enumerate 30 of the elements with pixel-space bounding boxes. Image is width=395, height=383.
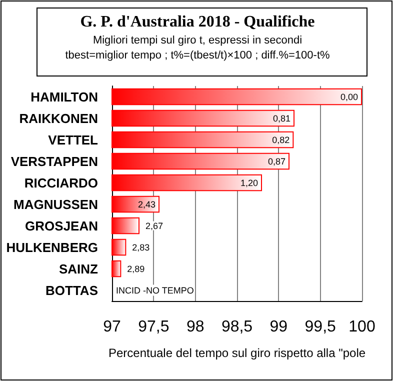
x-tick-label: 97,5 xyxy=(138,318,170,336)
annotation: 0,87 xyxy=(268,156,286,166)
x-tick-label: 98,5 xyxy=(221,318,253,336)
x-axis-title: Percentuale del tempo sul giro rispetto alla "pole xyxy=(108,346,366,360)
x-tick-label: 97 xyxy=(103,318,121,336)
y-tick-label: RICCIARDO xyxy=(24,175,98,190)
y-tick-label: HULKENBERG xyxy=(6,240,98,255)
annotation: 0,00 xyxy=(340,92,358,102)
y-tick-label: HAMILTON xyxy=(30,89,98,104)
x-tick-label: 99 xyxy=(270,318,288,336)
y-tick-label: GROSJEAN xyxy=(25,218,98,234)
y-tick-label: SAINZ xyxy=(59,261,98,276)
annotation: 2,83 xyxy=(132,242,150,252)
y-tick-label: MAGNUSSEN xyxy=(13,196,98,212)
x-tick-label: 99,5 xyxy=(304,318,336,336)
x-tick-label: 98 xyxy=(186,318,204,336)
chart-title: G. P. d'Australia 2018 - Qualifiche xyxy=(80,14,315,30)
annotation: 0,81 xyxy=(272,113,290,124)
chart-subtitle: Migliori tempi sul giro t, espressi in secondi tbest=miglior tempo ; t%=(tbest/t)×100 ; diff.%=100-t% xyxy=(65,34,330,62)
y-tick-label: RAIKKONEN xyxy=(19,110,98,126)
annotation: 1,20 xyxy=(240,178,258,188)
y-tick-label: VETTEL xyxy=(48,132,98,148)
annotation: 2,89 xyxy=(127,264,145,274)
annotation: INCID -NO TEMPO xyxy=(116,285,194,296)
annotation: 2,43 xyxy=(138,199,156,210)
y-tick-label: VERSTAPPEN xyxy=(10,154,98,169)
annotation: 0,82 xyxy=(272,134,290,145)
annotation: 2,67 xyxy=(146,220,164,231)
x-tick-label: 100 xyxy=(348,318,376,336)
y-tick-label: BOTTAS xyxy=(46,282,98,298)
